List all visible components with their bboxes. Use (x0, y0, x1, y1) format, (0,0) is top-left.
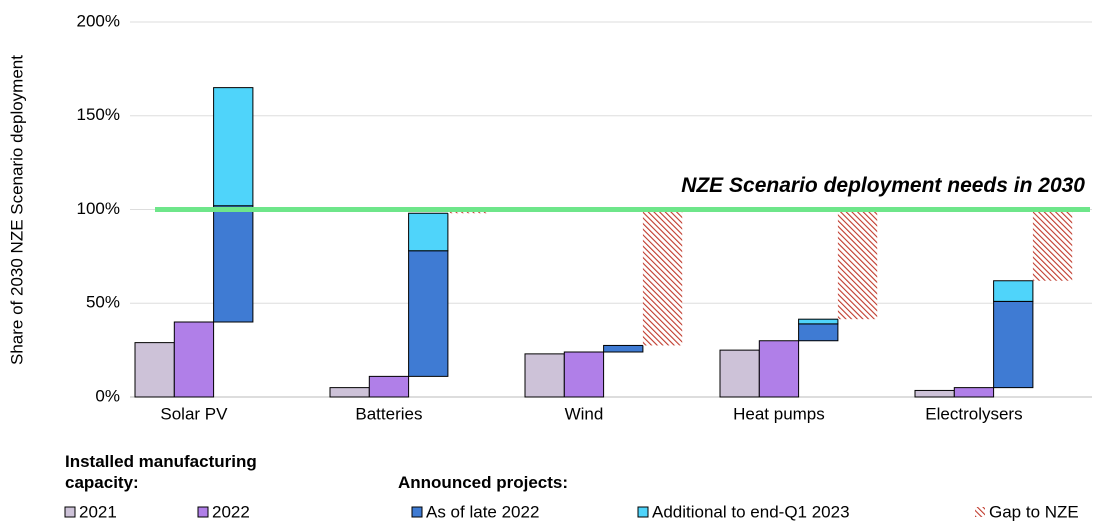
bar (368, 375, 410, 398)
bar (993, 300, 1034, 389)
legend-swatch (197, 506, 209, 518)
bar (524, 353, 565, 398)
legend-label: As of late 2022 (426, 502, 539, 521)
y-axis-label: Share of 2030 NZE Scenario deployment (7, 55, 26, 365)
legend-swatch (64, 506, 76, 518)
x-tick-label: Batteries (355, 404, 422, 423)
gap-bar (1032, 209, 1073, 281)
y-tick-label: 0% (95, 386, 120, 405)
bar (719, 349, 760, 398)
reference-label: NZE Scenario deployment needs in 2030 (681, 174, 1085, 197)
bar (329, 387, 370, 398)
bar (798, 323, 839, 342)
bar (993, 280, 1034, 302)
legend-label: Gap to NZE (989, 502, 1079, 521)
legend-label: 2022 (212, 502, 250, 521)
bar (408, 250, 449, 377)
legend-heading: Announced projects: (398, 473, 569, 492)
x-tick-label: Electrolysers (925, 404, 1022, 423)
bar (563, 351, 605, 398)
legend-swatch (975, 507, 985, 517)
bar (798, 318, 839, 325)
legend-label: Additional to end-Q1 2023 (652, 502, 850, 521)
bar (173, 321, 215, 398)
bar (134, 342, 175, 398)
legend-swatch (411, 506, 423, 518)
bar (953, 387, 995, 398)
x-tick-label: Heat pumps (733, 404, 825, 423)
bar (758, 340, 800, 398)
bar (603, 344, 644, 353)
bar (914, 389, 955, 398)
gap-bar (642, 209, 683, 346)
y-tick-label: 200% (77, 11, 120, 30)
x-tick-label: Wind (565, 404, 604, 423)
y-tick-label: 150% (77, 105, 120, 124)
y-tick-label: 100% (77, 199, 120, 218)
bar (408, 212, 449, 252)
bar (213, 205, 254, 323)
legend-heading: Installed manufacturing capacity: (65, 452, 257, 492)
x-tick-label: Solar PV (160, 404, 228, 423)
legend-swatch (637, 506, 649, 518)
legend-label: 2021 (79, 502, 117, 521)
gap-bar (837, 209, 878, 320)
bar (213, 87, 254, 207)
y-tick-label: 50% (86, 293, 120, 312)
